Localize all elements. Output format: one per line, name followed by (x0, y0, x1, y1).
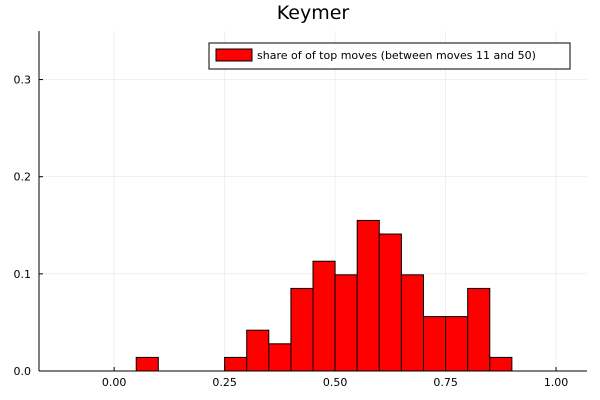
chart-title: Keymer (277, 2, 350, 24)
histogram-bar (445, 316, 469, 372)
x-axis-ticks: 0.00 0.25 0.50 0.75 1.00 (102, 367, 568, 389)
histogram-bar (378, 233, 402, 372)
histogram-bar (246, 329, 270, 372)
histogram-bar (422, 316, 447, 372)
histogram-bar (400, 274, 424, 372)
histogram-bar (268, 343, 292, 372)
y-axis-ticks: 0.0 0.1 0.2 0.3 (14, 74, 43, 378)
y-tick-label: 0.3 (14, 74, 32, 87)
x-tick-label: 0.75 (433, 376, 458, 389)
axes (38, 31, 587, 372)
histogram-bar (489, 356, 513, 372)
x-tick-label: 0.50 (323, 376, 348, 389)
x-tick-label: 1.00 (544, 376, 569, 389)
histogram-bar (290, 287, 314, 372)
y-tick-label: 0.1 (14, 268, 32, 281)
x-tick-label: 0.00 (102, 376, 127, 389)
y-tick-label: 0.0 (14, 365, 32, 378)
x-tick-label: 0.25 (212, 376, 237, 389)
histogram-bar (224, 356, 248, 372)
histogram-bar (312, 260, 336, 372)
legend: share of of top moves (between moves 11 … (208, 42, 571, 70)
legend-label: share of of top moves (between moves 11 … (257, 49, 536, 62)
legend-box (208, 42, 571, 70)
histogram-bar (135, 356, 159, 372)
histogram-bar (467, 287, 491, 372)
bars-group (135, 219, 513, 372)
histogram-bar (356, 219, 380, 372)
y-tick-label: 0.2 (14, 171, 32, 184)
legend-swatch (215, 48, 253, 62)
histogram-bar (334, 274, 358, 372)
